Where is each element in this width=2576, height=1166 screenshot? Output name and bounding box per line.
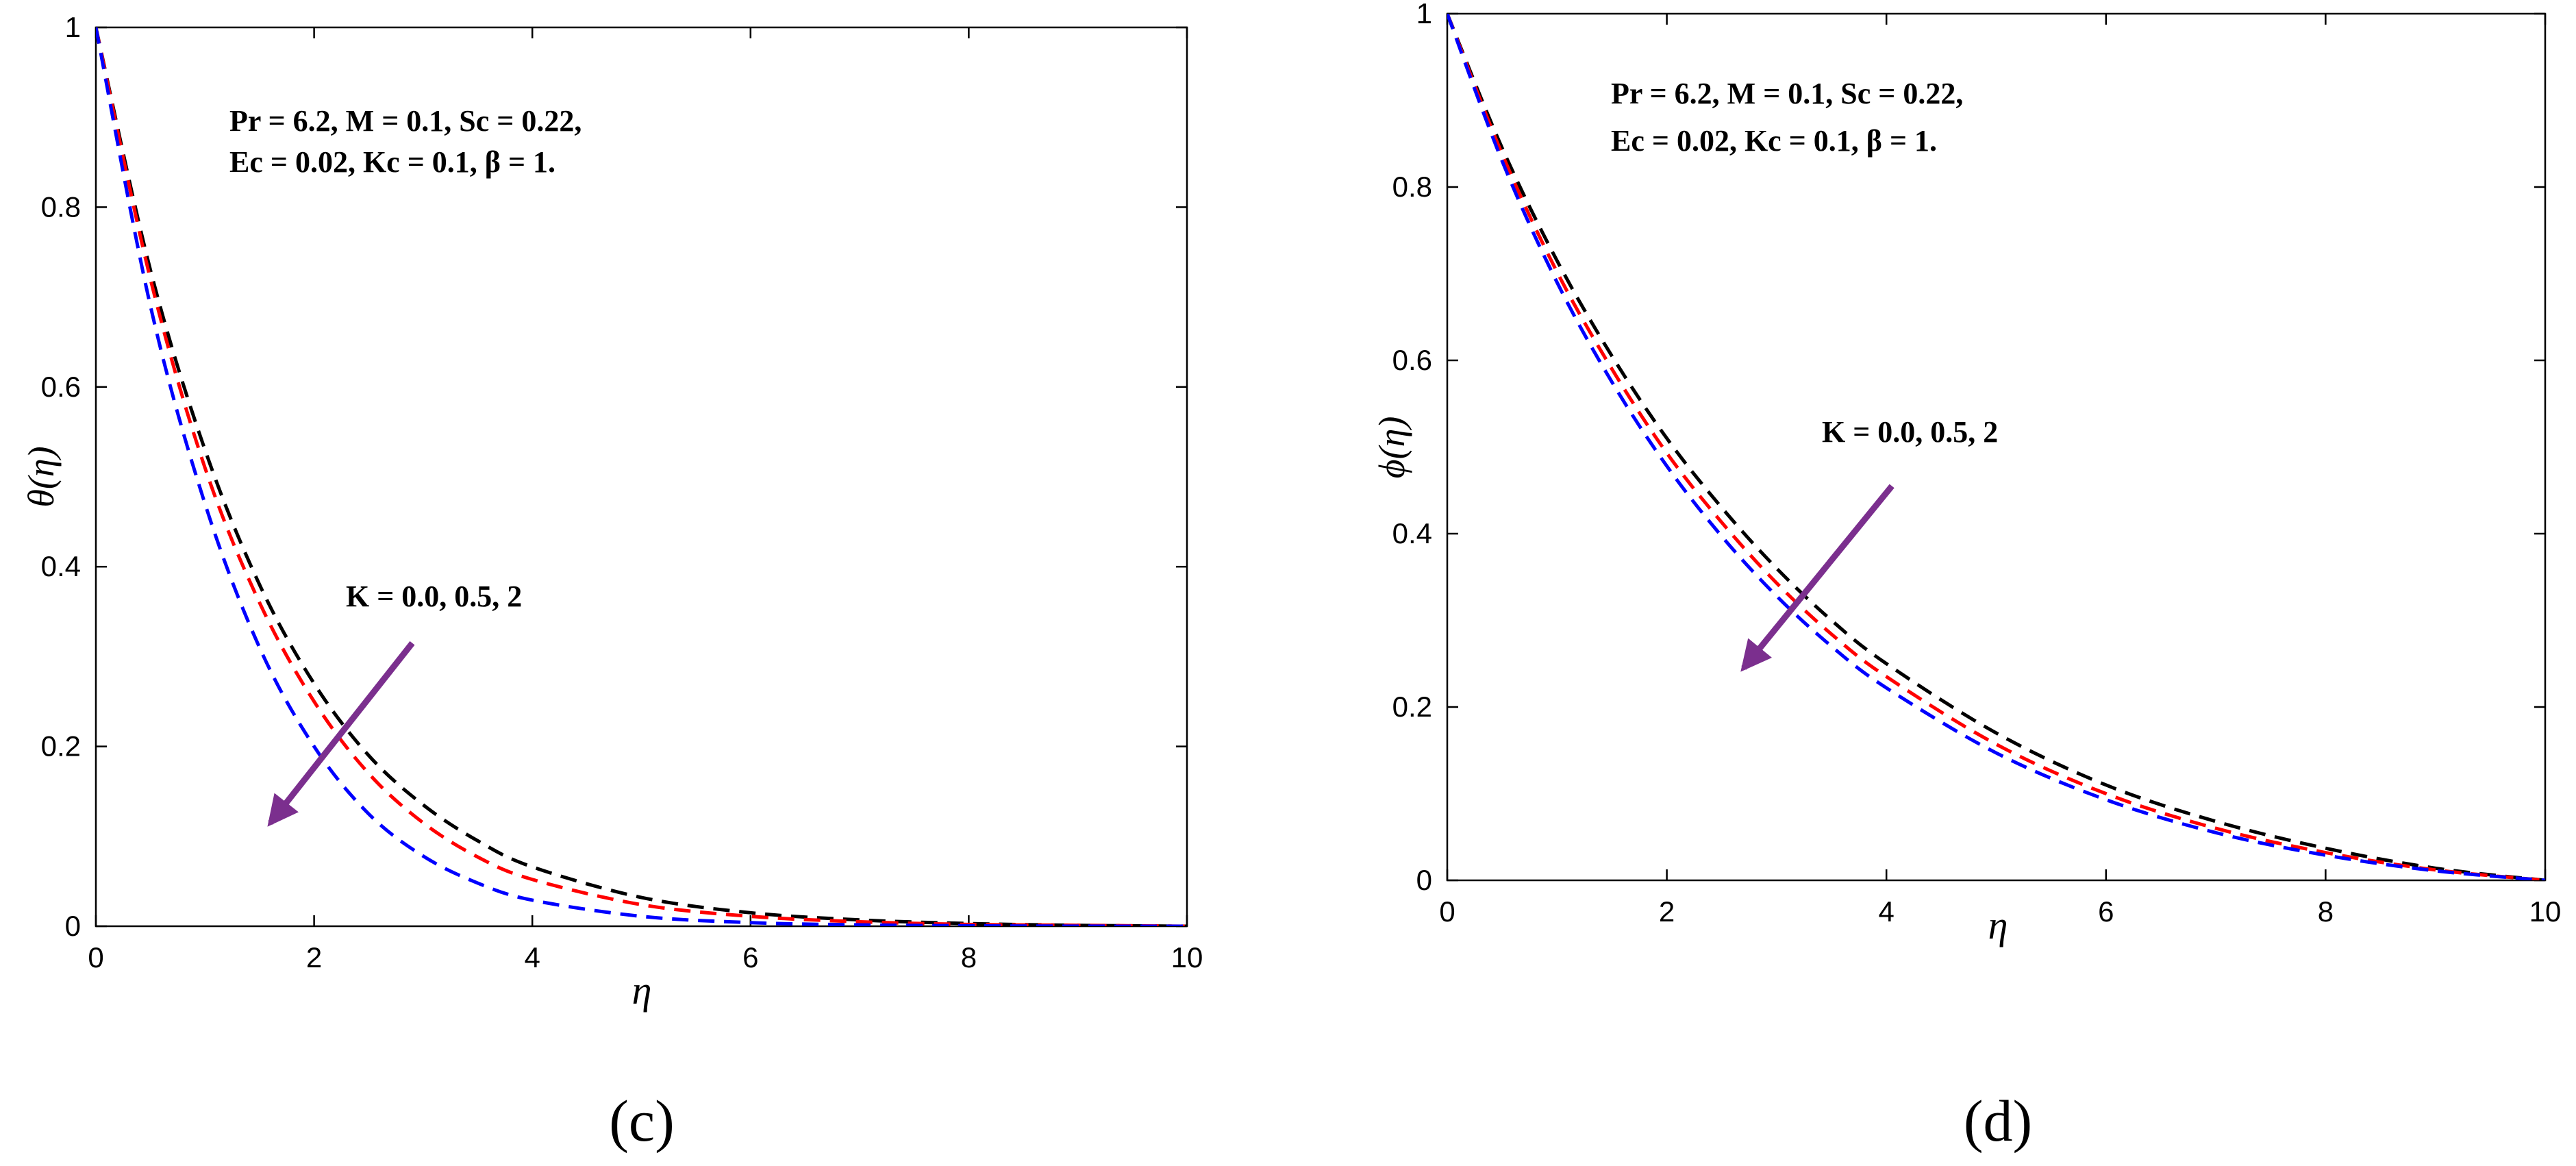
panel-label: (d): [1964, 1088, 2032, 1154]
x-tick-label: 8: [961, 941, 977, 973]
x-tick-label: 4: [525, 941, 540, 973]
y-tick-label: 0.8: [1392, 171, 1432, 203]
annotation-line-1: Pr = 6.2, M = 0.1, Sc = 0.22,: [229, 104, 582, 138]
x-tick-label: 2: [1659, 895, 1675, 928]
series-line-2: [96, 27, 1187, 926]
y-tick-label: 0.2: [1392, 691, 1432, 723]
y-tick-label: 0.2: [41, 730, 81, 762]
x-tick-label: 10: [1171, 941, 1203, 973]
x-tick-label: 6: [742, 941, 758, 973]
x-tick-label: 2: [306, 941, 322, 973]
series-line-3: [96, 27, 1187, 926]
series-line-3: [1447, 14, 2545, 880]
y-tick-label: 1: [65, 11, 81, 43]
y-tick-label: 0.4: [41, 550, 81, 582]
x-tick-label: 0: [88, 941, 103, 973]
y-tick-label: 0.8: [41, 190, 81, 223]
x-axis-label: η: [1988, 903, 2008, 947]
series-line-1: [96, 27, 1187, 926]
series-line-2: [1447, 14, 2545, 880]
y-axis-label: ϕ(η): [1371, 417, 1412, 479]
arrow-label: K = 0.0, 0.5, 2: [1822, 415, 1998, 449]
x-axis-label: η: [632, 968, 652, 1013]
x-tick-label: 8: [2318, 895, 2334, 928]
y-tick-label: 0: [65, 910, 81, 942]
panel-label: (c): [609, 1088, 674, 1154]
chart-panel-c: 0 2 4 6 8 10 0 0.2 0.4 0.6 0.8 1 Pr = 6.2, M = 0.1,…: [21, 11, 1203, 1154]
chart-panel-d: 0 2 4 6 8 10 0 0.2 0.4 0.6 0.8 1 Pr = 6.2, M = 0.1,…: [1371, 0, 2561, 1154]
direction-arrow: [1740, 484, 1895, 672]
y-tick-label: 1: [1416, 0, 1432, 29]
arrow-label: K = 0.0, 0.5, 2: [346, 580, 522, 613]
annotation-line-1: Pr = 6.2, M = 0.1, Sc = 0.22,: [1611, 77, 1963, 110]
plot-area-frame: [95, 26, 1188, 928]
y-tick-label: 0.4: [1392, 517, 1432, 549]
y-tick-label: 0.6: [41, 371, 81, 403]
x-tick-label: 6: [2098, 895, 2114, 928]
y-axis-label: θ(η): [21, 446, 62, 507]
plot-area-frame: [1446, 12, 2547, 882]
direction-arrow: [267, 641, 415, 827]
y-tick-label: 0.6: [1392, 344, 1432, 376]
x-tick-label: 10: [2529, 895, 2562, 928]
x-tick-label: 4: [1879, 895, 1895, 928]
annotation-line-2: Ec = 0.02, Kc = 0.1, β = 1.: [229, 145, 555, 179]
y-tick-label: 0: [1416, 864, 1432, 896]
x-tick-label: 0: [1439, 895, 1455, 928]
annotation-line-2: Ec = 0.02, Kc = 0.1, β = 1.: [1611, 124, 1937, 158]
